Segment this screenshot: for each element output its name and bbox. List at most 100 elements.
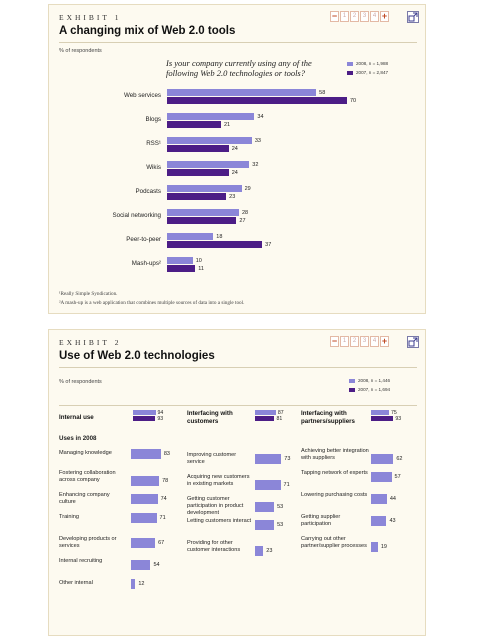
item-bar bbox=[255, 454, 282, 464]
item-bar bbox=[371, 541, 378, 552]
item-bar bbox=[255, 520, 275, 530]
item-label: Training bbox=[59, 514, 80, 520]
item-bar bbox=[131, 475, 160, 486]
group-heading-partners-suppliers: Interfacing with partners/suppliers bbox=[301, 410, 355, 425]
item-bar bbox=[131, 448, 161, 459]
data-label: 70 bbox=[350, 97, 357, 104]
data-label: 32 bbox=[252, 161, 259, 168]
item-bar bbox=[371, 472, 392, 482]
data-label: 71 bbox=[159, 514, 166, 521]
item-bar bbox=[371, 516, 387, 526]
item-bar bbox=[131, 538, 156, 548]
page-button[interactable]: 4 bbox=[370, 336, 379, 347]
category-label: Web services bbox=[123, 92, 161, 99]
bar-2008 bbox=[167, 257, 193, 264]
bar-2008 bbox=[167, 161, 250, 168]
survey-question: Is your company currently using any of t… bbox=[166, 58, 312, 78]
summary-bar-2008 bbox=[255, 410, 276, 415]
category-label: RSS¹ bbox=[146, 140, 161, 147]
data-label: 44 bbox=[389, 496, 396, 502]
category-label: Wikis bbox=[146, 164, 161, 171]
item-bar bbox=[371, 494, 387, 504]
expand-icon[interactable] bbox=[407, 336, 419, 348]
item-bar bbox=[131, 494, 158, 504]
bar-2007 bbox=[167, 145, 229, 152]
data-label: 21 bbox=[224, 121, 231, 128]
legend: 2008, n = 1,988 2007, n = 2,847 bbox=[347, 61, 388, 79]
data-label: 11 bbox=[198, 265, 204, 272]
item-label: Improving customer service bbox=[187, 452, 237, 465]
data-label: 37 bbox=[265, 241, 272, 248]
page-button[interactable]: 1 bbox=[340, 11, 349, 22]
zoom-out-button[interactable]: − bbox=[330, 336, 339, 347]
chart-title: A changing mix of Web 2.0 tools bbox=[59, 25, 236, 37]
group-heading-internal-use: Internal use bbox=[59, 414, 94, 421]
summary-bar-2007 bbox=[255, 416, 275, 421]
data-label: 12 bbox=[138, 580, 145, 587]
legend-label-2008: 2008, n = 1,446 bbox=[358, 378, 391, 383]
item-bar bbox=[255, 501, 275, 512]
item-label: Developing products or services bbox=[59, 536, 117, 549]
data-label: 43 bbox=[389, 518, 396, 524]
footnote-mashup: ²A mash-up is a web application that com… bbox=[59, 300, 245, 306]
data-label: 10 bbox=[195, 257, 202, 264]
category-label: Peer-to-peer bbox=[126, 236, 161, 243]
respondents-label: % of respondents bbox=[59, 379, 102, 385]
summary-value: 81 bbox=[276, 415, 283, 422]
item-bar bbox=[131, 578, 136, 589]
data-label: 18 bbox=[216, 233, 223, 240]
page-button[interactable]: 2 bbox=[350, 336, 359, 347]
bar-2007 bbox=[167, 265, 196, 272]
item-label: Enhancing company culture bbox=[59, 492, 110, 505]
data-label: 19 bbox=[380, 543, 387, 550]
page-button[interactable]: 3 bbox=[360, 336, 369, 347]
summary-value: 93 bbox=[395, 415, 402, 422]
category-label: Blogs bbox=[145, 116, 161, 123]
bar-2008 bbox=[167, 113, 255, 120]
bar-2008 bbox=[167, 233, 214, 240]
data-label: 54 bbox=[153, 562, 160, 568]
summary-value: 75 bbox=[391, 409, 397, 416]
data-label: 28 bbox=[242, 209, 249, 216]
item-label: Acquiring new customers in existing mark… bbox=[187, 474, 250, 487]
item-label: Providing for other customer interaction… bbox=[187, 540, 241, 553]
summary-bar-2008 bbox=[371, 410, 389, 415]
page-button[interactable]: 4 bbox=[370, 11, 379, 22]
exhibit-1-panel: EXHIBIT 1 A changing mix of Web 2.0 tool… bbox=[48, 4, 426, 314]
data-label: 33 bbox=[254, 137, 261, 144]
bar-2007 bbox=[167, 97, 347, 104]
page-button[interactable]: 3 bbox=[360, 11, 369, 22]
item-label: Achieving better integration with suppli… bbox=[301, 448, 369, 461]
item-label: Letting customers interact bbox=[187, 518, 252, 524]
data-label: 29 bbox=[244, 185, 251, 192]
category-label: Mash-ups² bbox=[131, 260, 161, 267]
item-label: Fostering collaboration across company bbox=[59, 470, 116, 483]
bar-2008 bbox=[167, 137, 252, 144]
item-label: Getting customer participation in produc… bbox=[187, 496, 244, 516]
bar-2007 bbox=[167, 193, 227, 200]
title-divider bbox=[59, 367, 417, 368]
zoom-in-button[interactable]: + bbox=[380, 336, 389, 347]
zoom-out-button[interactable]: − bbox=[330, 11, 339, 22]
data-label: 53 bbox=[277, 522, 284, 528]
bar-2007 bbox=[167, 169, 229, 176]
group-heading-customers: Interfacing with customers bbox=[187, 410, 233, 425]
legend-label-2008: 2008, n = 1,988 bbox=[356, 61, 389, 66]
page-button[interactable]: 2 bbox=[350, 11, 359, 22]
item-label: Internal recruiting bbox=[59, 558, 103, 564]
data-label: 24 bbox=[231, 169, 238, 176]
item-label: Lowering purchasing costs bbox=[301, 492, 368, 498]
data-label: 57 bbox=[394, 474, 401, 480]
footnote-rss: ¹Really Simple Syndication. bbox=[59, 291, 118, 297]
bar-2007 bbox=[167, 241, 263, 248]
expand-icon[interactable] bbox=[407, 11, 419, 23]
page-button[interactable]: 1 bbox=[340, 336, 349, 347]
legend-swatch-2008 bbox=[349, 378, 355, 383]
category-label: Podcasts bbox=[135, 188, 161, 195]
data-label: 53 bbox=[277, 503, 284, 510]
uses-heading: Uses in 2008 bbox=[59, 435, 97, 442]
summary-bar-2007 bbox=[133, 416, 156, 421]
item-label: Other internal bbox=[59, 580, 93, 586]
exhibit-label: EXHIBIT 1 bbox=[59, 13, 122, 22]
zoom-in-button[interactable]: + bbox=[380, 11, 389, 22]
